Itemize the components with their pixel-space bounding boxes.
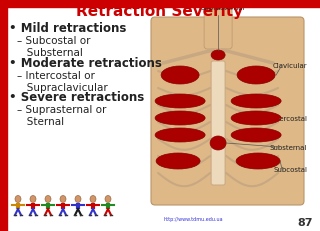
Ellipse shape [15, 196, 21, 203]
FancyBboxPatch shape [211, 62, 225, 185]
Text: – Suprasternal or
   Sternal: – Suprasternal or Sternal [17, 105, 106, 126]
Ellipse shape [161, 67, 199, 85]
Text: • Moderate retractions: • Moderate retractions [9, 57, 162, 70]
Text: 87: 87 [298, 217, 313, 227]
Ellipse shape [231, 94, 281, 109]
Ellipse shape [211, 51, 225, 61]
FancyBboxPatch shape [151, 18, 304, 205]
FancyBboxPatch shape [204, 9, 232, 50]
Ellipse shape [105, 196, 111, 203]
Ellipse shape [236, 153, 280, 169]
Ellipse shape [155, 112, 205, 125]
Ellipse shape [155, 94, 205, 109]
Text: Subcostal: Subcostal [273, 166, 307, 172]
Ellipse shape [210, 137, 226, 150]
Text: Suprasternal: Suprasternal [200, 5, 244, 11]
Ellipse shape [30, 196, 36, 203]
Ellipse shape [60, 196, 66, 203]
Text: Substernal: Substernal [270, 144, 307, 150]
Text: – Intercostal or
   Supraclavicular: – Intercostal or Supraclavicular [17, 71, 108, 92]
Bar [0, 0, 320, 8]
Ellipse shape [156, 153, 200, 169]
Text: Intercostal: Intercostal [270, 116, 307, 122]
Ellipse shape [90, 196, 96, 203]
Text: Clavicular: Clavicular [272, 63, 307, 69]
Text: • Mild retractions: • Mild retractions [9, 22, 126, 35]
Ellipse shape [45, 196, 51, 203]
Ellipse shape [75, 196, 81, 203]
Text: – Subcostal or
   Substernal: – Subcostal or Substernal [17, 36, 91, 57]
Bar [0, 0, 7, 231]
Ellipse shape [231, 112, 281, 125]
Text: Retraction Severity: Retraction Severity [76, 4, 244, 19]
Text: • Severe retractions: • Severe retractions [9, 91, 144, 103]
Text: http://www.tdmu.edu.ua: http://www.tdmu.edu.ua [163, 216, 223, 221]
Ellipse shape [155, 128, 205, 142]
Ellipse shape [231, 128, 281, 142]
Ellipse shape [237, 67, 275, 85]
